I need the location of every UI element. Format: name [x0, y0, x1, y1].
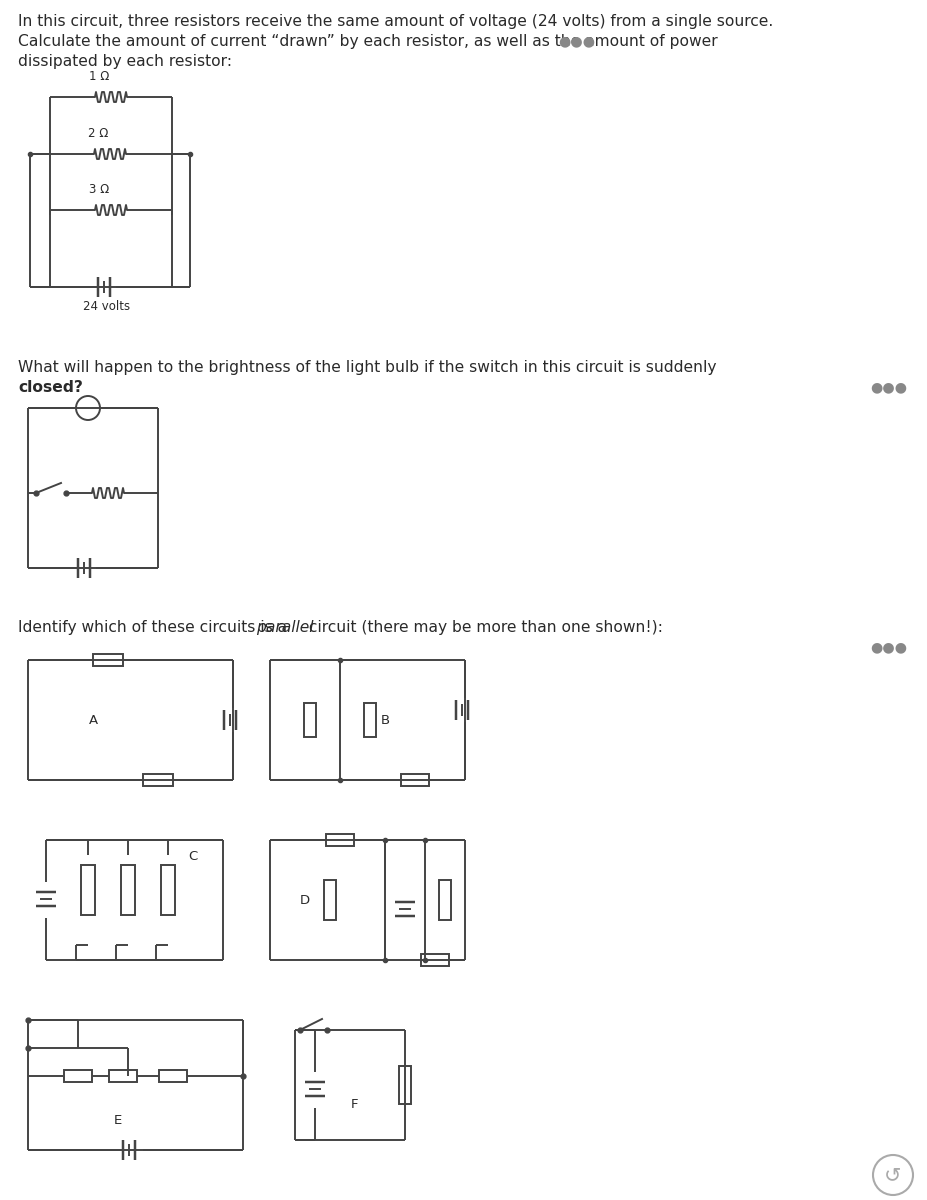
Text: B: B	[380, 714, 389, 726]
Text: ●●●: ●●●	[557, 34, 594, 48]
Text: E: E	[114, 1114, 122, 1127]
Bar	[438, 880, 451, 920]
Text: circuit (there may be more than one shown!):: circuit (there may be more than one show…	[304, 620, 662, 635]
Text: parallel: parallel	[256, 620, 313, 635]
Text: 24 volts: 24 volts	[83, 300, 131, 313]
Text: closed?: closed?	[18, 380, 83, 395]
Bar	[421, 954, 449, 966]
Text: dissipated by each resistor:: dissipated by each resistor:	[18, 54, 232, 68]
Text: C: C	[188, 850, 197, 863]
Text: 3 Ω: 3 Ω	[89, 182, 109, 196]
Bar	[93, 654, 123, 666]
Text: 2 Ω: 2 Ω	[88, 127, 108, 140]
Text: In this circuit, three resistors receive the same amount of voltage (24 volts) f: In this circuit, three resistors receive…	[18, 14, 772, 29]
Text: 1 Ω: 1 Ω	[89, 70, 109, 83]
Bar	[304, 703, 316, 737]
Bar	[143, 774, 172, 786]
Bar	[363, 703, 375, 737]
Bar	[121, 865, 134, 914]
Text: Calculate the amount of current “drawn” by each resistor, as well as the amount : Calculate the amount of current “drawn” …	[18, 34, 717, 49]
Text: ↺: ↺	[883, 1165, 901, 1186]
Bar	[81, 865, 95, 914]
Text: D: D	[299, 894, 310, 906]
Text: ●●●: ●●●	[870, 380, 907, 394]
Text: What will happen to the brightness of the light bulb if the switch in this circu: What will happen to the brightness of th…	[18, 360, 716, 374]
Bar	[64, 1070, 92, 1082]
Bar	[325, 834, 353, 846]
Text: Identify which of these circuits is a: Identify which of these circuits is a	[18, 620, 292, 635]
Text: ●●●: ●●●	[870, 640, 907, 654]
Bar	[159, 1070, 187, 1082]
Bar	[160, 865, 175, 914]
Bar	[399, 1066, 411, 1104]
Bar	[108, 1070, 137, 1082]
Text: A: A	[88, 714, 97, 726]
Bar	[324, 880, 336, 920]
Text: F: F	[351, 1098, 359, 1111]
Bar	[400, 774, 428, 786]
